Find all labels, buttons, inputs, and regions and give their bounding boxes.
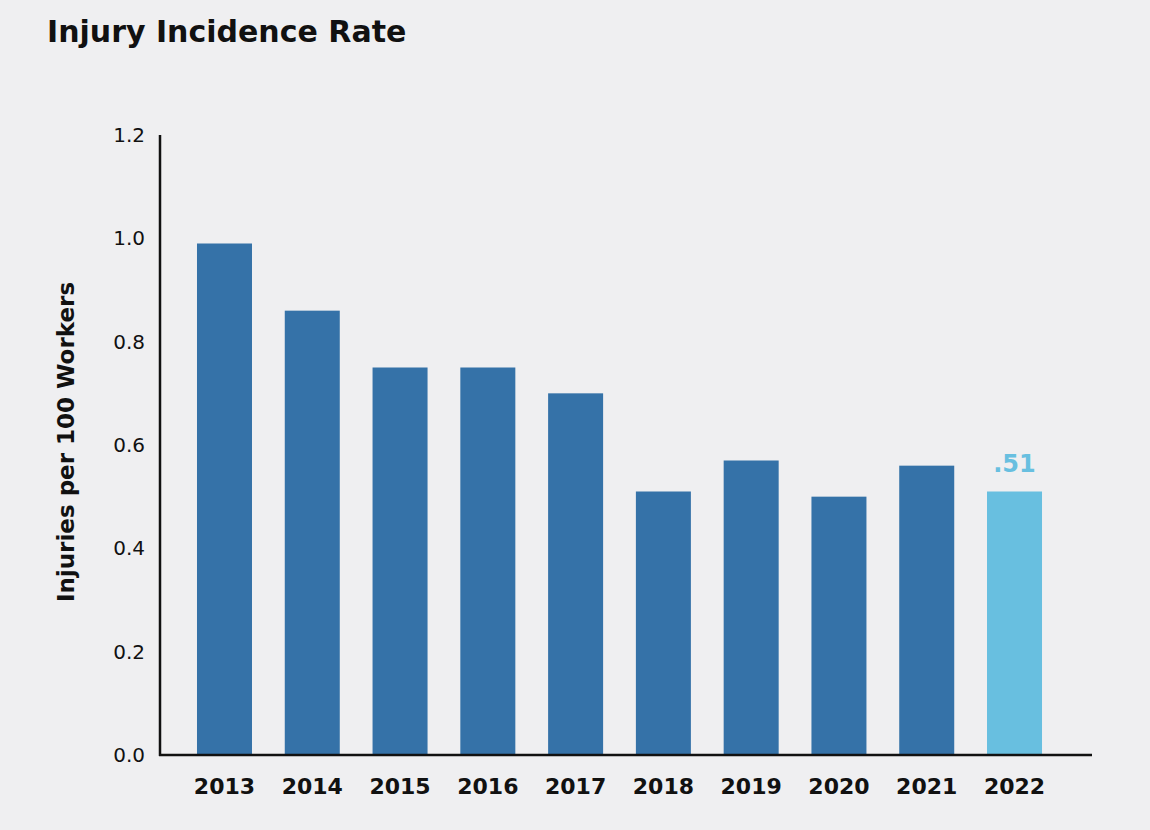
y-tick-label: 1.0 bbox=[113, 226, 145, 250]
bar bbox=[987, 492, 1042, 756]
x-tick-label: 2016 bbox=[457, 774, 518, 799]
y-tick-label: 0.0 bbox=[113, 743, 145, 767]
bar bbox=[899, 466, 954, 755]
bar bbox=[373, 368, 428, 756]
bar bbox=[197, 244, 252, 756]
y-tick-label: 0.6 bbox=[113, 433, 145, 457]
x-tick-label: 2013 bbox=[194, 774, 255, 799]
x-tick-label: 2017 bbox=[545, 774, 606, 799]
bars bbox=[197, 244, 1042, 756]
bar bbox=[285, 311, 340, 755]
data-labels: .51 bbox=[993, 450, 1036, 478]
y-axis-line bbox=[159, 135, 162, 756]
data-label: .51 bbox=[993, 450, 1036, 478]
bar bbox=[548, 393, 603, 755]
chart-container: Injury Incidence Rate Injuries per 100 Wo… bbox=[0, 0, 1150, 830]
x-tick-label: 2021 bbox=[896, 774, 957, 799]
x-tick-label: 2020 bbox=[808, 774, 869, 799]
bar bbox=[636, 492, 691, 756]
chart-svg: Injury Incidence Rate Injuries per 100 Wo… bbox=[0, 0, 1150, 830]
y-tick-label: 1.2 bbox=[113, 123, 145, 147]
x-tick-label: 2014 bbox=[282, 774, 343, 799]
y-tick-label: 0.2 bbox=[113, 640, 145, 664]
y-tick-label: 0.4 bbox=[113, 536, 145, 560]
x-tick-label: 2018 bbox=[633, 774, 694, 799]
x-tick-label: 2019 bbox=[721, 774, 782, 799]
y-tick-label: 0.8 bbox=[113, 330, 145, 354]
x-tick-label: 2015 bbox=[369, 774, 430, 799]
bar bbox=[811, 497, 866, 755]
bar bbox=[460, 368, 515, 756]
y-ticks: 0.0 0.2 0.4 0.6 0.8 1.0 1.2 bbox=[113, 123, 145, 767]
bar bbox=[724, 461, 779, 756]
x-tick-label: 2022 bbox=[984, 774, 1045, 799]
chart-title: Injury Incidence Rate bbox=[47, 14, 406, 49]
x-axis-line bbox=[159, 754, 1092, 757]
y-axis-label: Injuries per 100 Workers bbox=[53, 282, 79, 602]
